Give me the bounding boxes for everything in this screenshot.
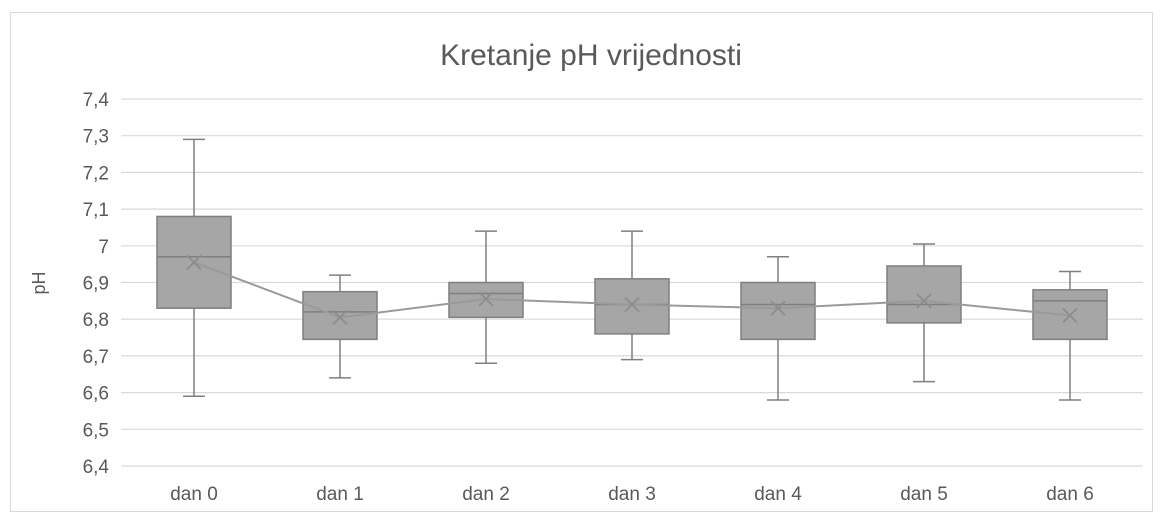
y-tick-label: 7,2 — [83, 163, 109, 184]
mean-marker — [916, 293, 932, 309]
box-dan-1 — [302, 274, 378, 379]
y-tick-labels: 6,4 6,5 6,6 6,7 6,8 6,9 7 7,1 7,2 7,3 7,4 — [83, 90, 110, 478]
mean-marker — [624, 296, 640, 313]
box-dan-2 — [448, 230, 524, 364]
y-tick-label: 7,3 — [83, 127, 109, 148]
x-tick-label: dan 6 — [1046, 484, 1094, 505]
mean-marker — [1062, 307, 1078, 324]
iqr-box — [594, 278, 670, 335]
y-tick-label: 6,4 — [83, 457, 110, 478]
iqr-box — [1032, 289, 1108, 341]
mean-marker — [478, 291, 494, 307]
mean-marker — [186, 254, 202, 270]
x-tick-label: dan 4 — [754, 484, 802, 505]
y-tick-label: 6,6 — [83, 384, 109, 405]
y-tick-label: 6,7 — [83, 347, 109, 368]
y-tick-label: 7,1 — [83, 200, 109, 221]
y-tick-label: 7 — [98, 237, 109, 258]
chart-title: Kretanje pH vrijednosti — [440, 39, 742, 72]
x-tick-label: dan 5 — [900, 484, 948, 505]
x-tick-label: dan 0 — [170, 484, 218, 505]
x-tick-label: dan 1 — [316, 484, 364, 505]
x-tick-label: dan 2 — [462, 484, 510, 505]
box-plot-chart: Kretanje pH vrijednosti pH 6,46,56,66,76… — [29, 39, 1143, 505]
box-dan-4 — [740, 256, 816, 401]
y-axis-label: pH — [29, 271, 49, 294]
boxes — [156, 138, 1108, 401]
y-tick-label: 7,4 — [83, 90, 110, 111]
box-dan-3 — [594, 230, 670, 361]
mean-marker — [332, 309, 348, 326]
y-tick-label: 6,5 — [83, 420, 109, 441]
y-tick-label: 6,9 — [83, 274, 109, 295]
box-dan-0 — [156, 138, 232, 398]
mean-marker — [770, 300, 786, 316]
box-dan-6 — [1032, 270, 1108, 401]
chart-frame: Kretanje pH vrijednosti pH 6,4 6,5 6,6 6,7 6… — [10, 12, 1153, 512]
mean-markers — [186, 254, 1078, 326]
iqr-box — [740, 281, 816, 341]
y-tick-label: 6,8 — [83, 310, 109, 331]
x-tick-label: dan 3 — [608, 484, 656, 505]
x-tick-labels: dan 0 dan 1 dan 2 dan 3 dan 4 dan 5 dan 6 — [170, 484, 1094, 505]
iqr-box — [302, 290, 378, 341]
iqr-box — [886, 265, 962, 324]
box-dan-5 — [886, 243, 962, 383]
